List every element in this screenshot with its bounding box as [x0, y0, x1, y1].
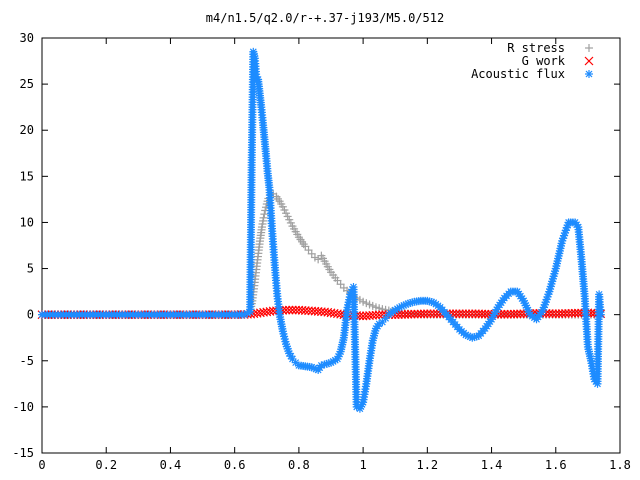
data-point	[551, 309, 561, 319]
legend-marker	[584, 56, 594, 66]
data-point	[564, 308, 574, 318]
data-point	[560, 309, 570, 318]
series-layer	[37, 47, 606, 413]
chart-title: m4/n1.5/q2.0/r-+.37-j193/M5.0/512	[206, 11, 444, 25]
data-point	[467, 309, 477, 319]
data-point	[284, 305, 294, 315]
data-point	[281, 305, 291, 315]
x-tick-label: 0.4	[160, 458, 182, 472]
tick-marks: 0 0.2 0.4 0.6 0.8 1 1.2 1.4 1.6 1.8 -15 -10 -5 0 5 10 15…	[12, 31, 631, 472]
data-point	[464, 309, 474, 319]
data-point	[557, 309, 567, 318]
data-point	[548, 309, 557, 319]
y-tick-label: 5	[27, 262, 34, 276]
legend-label: R stress	[507, 41, 565, 55]
data-point	[397, 310, 407, 319]
plot-frame	[41, 37, 621, 454]
x-tick-label: 1.6	[545, 458, 567, 472]
data-point	[416, 309, 426, 319]
data-point	[499, 309, 509, 319]
data-point	[260, 210, 269, 219]
x-tick-label: 1.2	[416, 458, 438, 472]
data-point	[461, 309, 471, 319]
data-point	[429, 309, 439, 319]
data-point	[419, 309, 429, 319]
x-tick-label: 0.6	[224, 458, 246, 472]
legend-marker	[585, 44, 593, 52]
series-acoustic-flux	[38, 47, 605, 413]
data-point	[355, 311, 365, 321]
data-point	[567, 308, 577, 318]
series-r-stress	[38, 189, 605, 319]
data-point	[426, 309, 435, 319]
data-point	[573, 308, 583, 318]
y-tick-label: 15	[20, 169, 34, 183]
data-point	[400, 309, 410, 319]
data-point	[516, 309, 525, 319]
data-point	[403, 309, 413, 319]
axes	[41, 37, 621, 454]
data-point	[458, 309, 468, 319]
data-point	[596, 310, 605, 319]
data-point	[512, 309, 522, 319]
data-point	[291, 305, 301, 315]
y-tick-label: -5	[20, 354, 34, 368]
data-point	[374, 310, 384, 320]
x-tick-label: 0.2	[95, 458, 117, 472]
data-point	[477, 309, 487, 319]
data-point	[474, 309, 484, 319]
y-tick-label: 10	[20, 215, 34, 229]
data-point	[422, 309, 432, 319]
data-point	[480, 309, 490, 319]
y-tick-label: 20	[20, 123, 34, 137]
data-point	[410, 309, 419, 319]
data-point	[544, 309, 554, 318]
legend-marker	[585, 70, 593, 78]
x-tick-label: 0	[38, 458, 45, 472]
data-point	[413, 309, 423, 319]
data-point	[503, 309, 513, 319]
y-tick-label: -10	[12, 400, 34, 414]
data-point	[471, 309, 480, 319]
y-tick-label: 25	[20, 77, 34, 91]
data-point	[455, 309, 464, 319]
y-tick-label: 30	[20, 31, 34, 45]
x-tick-label: 1.8	[609, 458, 631, 472]
x-tick-label: 1	[359, 458, 366, 472]
data-point	[406, 309, 416, 319]
x-tick-label: 0.8	[288, 458, 310, 472]
x-tick-label: 1.4	[481, 458, 503, 472]
data-point	[288, 305, 297, 315]
legend-label: Acoustic flux	[471, 67, 565, 81]
y-tick-label: 0	[27, 308, 34, 322]
data-point	[259, 213, 268, 222]
data-point	[506, 309, 516, 319]
data-point	[570, 308, 580, 318]
y-tick-label: -15	[12, 446, 34, 460]
data-point	[285, 349, 294, 358]
legend-label: G work	[522, 54, 566, 68]
data-point	[509, 309, 519, 319]
data-point	[554, 309, 564, 319]
